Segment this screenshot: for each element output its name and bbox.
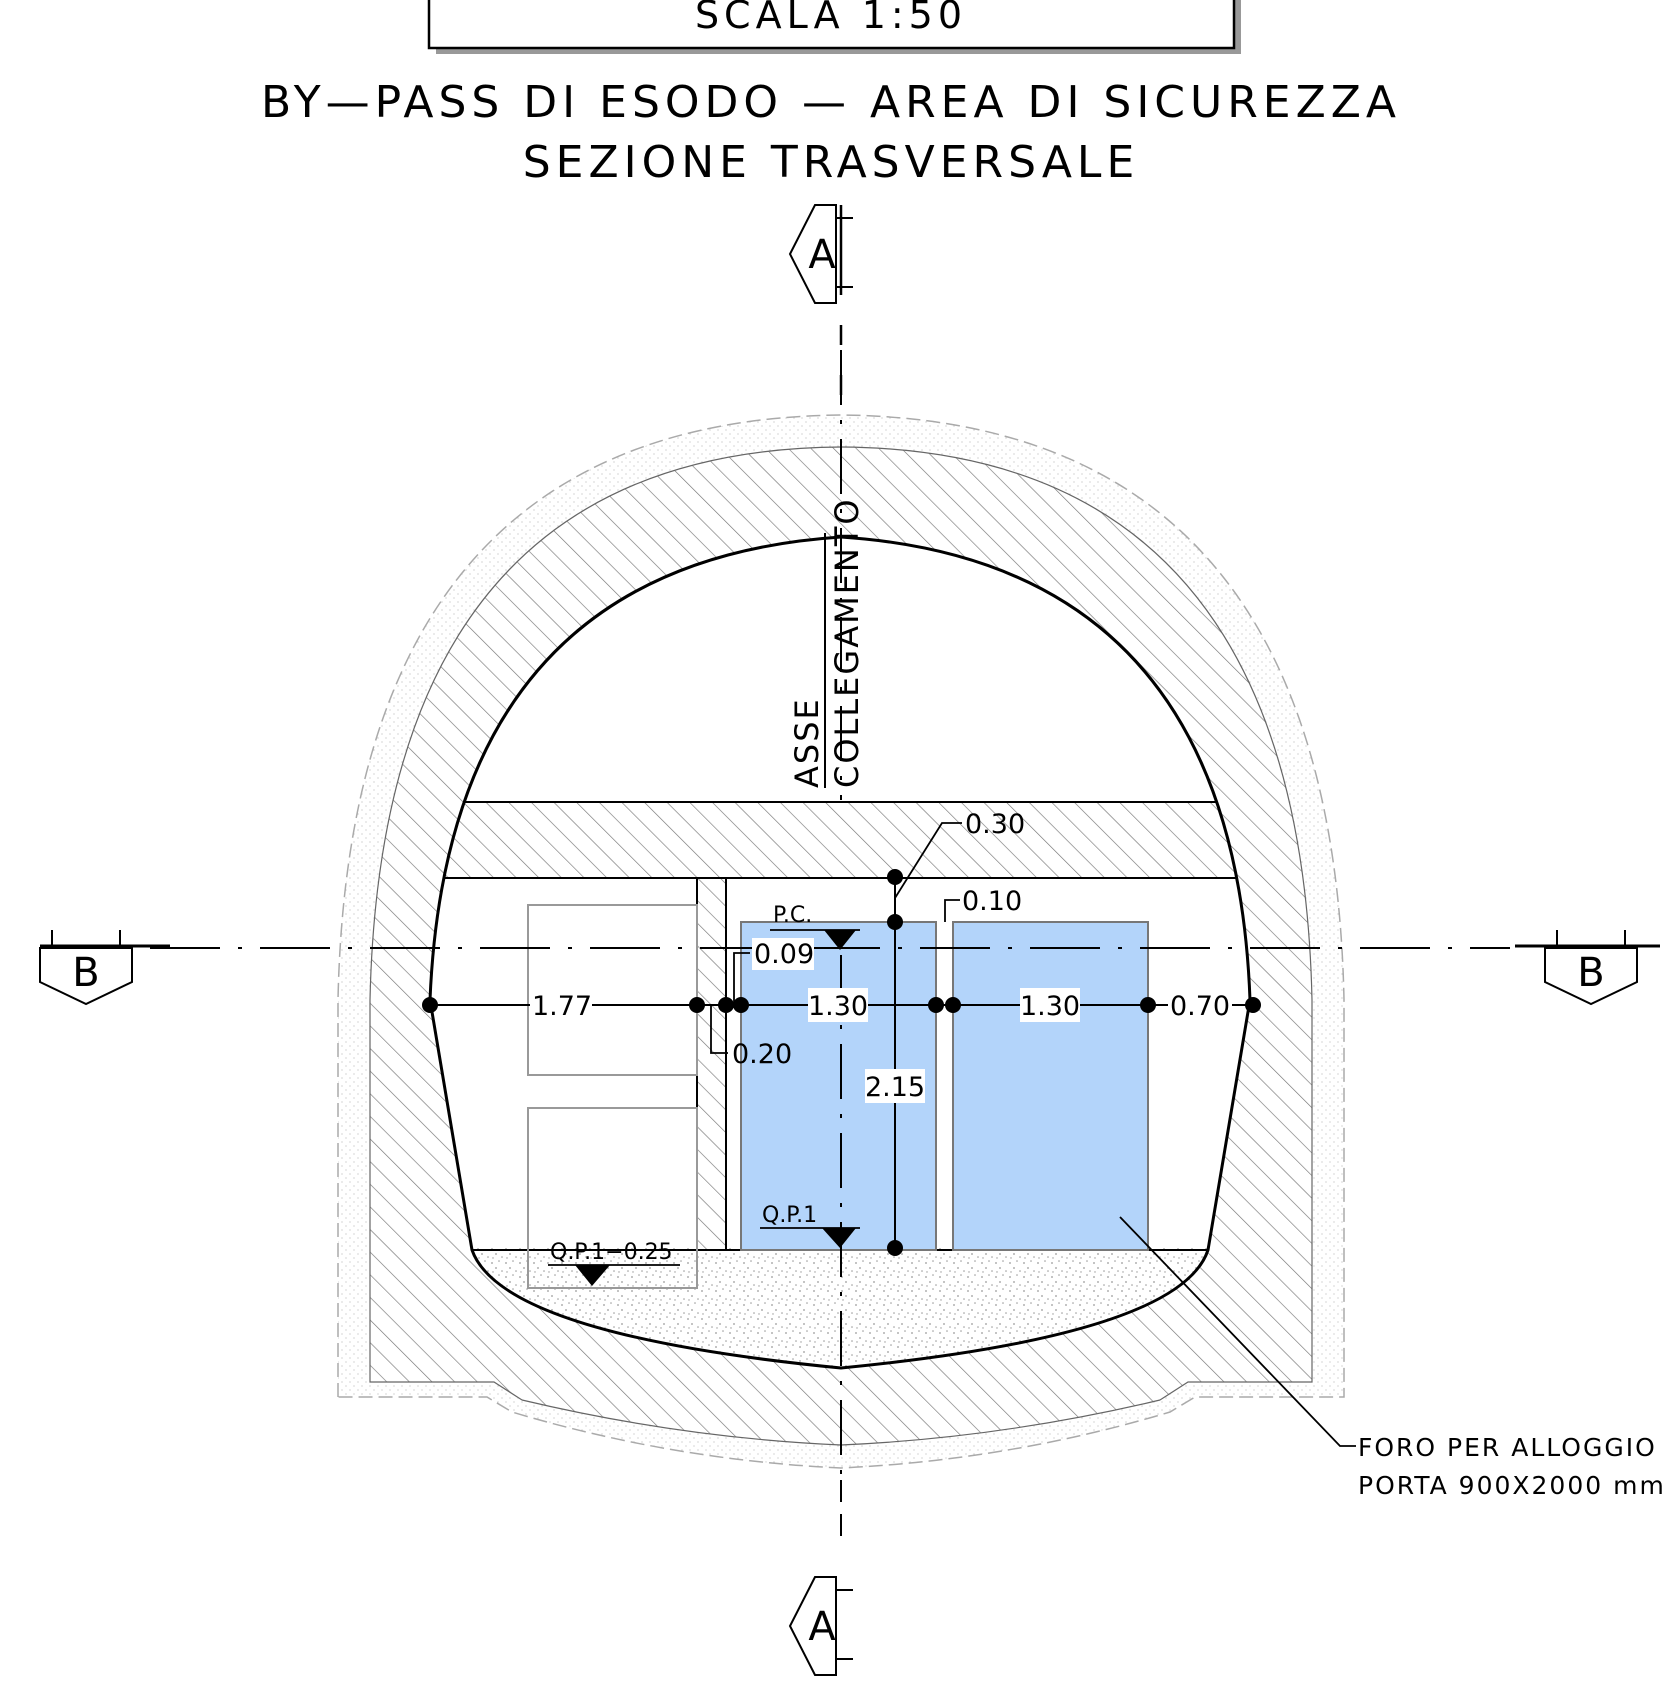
- level-pc-label: P.C.: [773, 903, 812, 928]
- section-marker-b-left: B: [39, 930, 170, 1006]
- dim-0-30: 0.30: [965, 809, 1025, 840]
- section-marker-a-bottom: A: [788, 1576, 853, 1676]
- dim-2-15: 2.15: [865, 1072, 925, 1103]
- dim-0-09: 0.09: [754, 939, 814, 970]
- tunnel-intrados: [428, 535, 1252, 1370]
- ceiling-slab: [430, 801, 1250, 879]
- level-marker-qp1-minus: Q.P.1−0.25: [548, 1240, 680, 1286]
- door-note-leader: [1119, 1216, 1356, 1447]
- section-a-bottom-letter: A: [808, 1604, 836, 1650]
- dim-0-70: 0.70: [1170, 991, 1230, 1022]
- dim-0-10: 0.10: [962, 886, 1022, 917]
- level-marker-pc: P.C.: [770, 903, 860, 950]
- partition-wall: [696, 877, 727, 1251]
- door-note-line2: PORTA 900X2000 mm: [1358, 1471, 1663, 1500]
- cabinet-upper: [527, 904, 698, 1076]
- section-marker-a-top: A: [788, 204, 853, 304]
- door-opening-right: [952, 921, 1149, 1251]
- section-a-top-letter: A: [808, 232, 836, 278]
- section-marker-b-right: B: [1515, 930, 1660, 1006]
- scale-box: SCALA 1:50: [427, 0, 1241, 54]
- dim-1-30-left: 1.30: [808, 991, 868, 1022]
- axis-label-line1: ASSE: [788, 697, 826, 788]
- section-b-right-letter: B: [1577, 950, 1604, 996]
- level-qp1-minus-label: Q.P.1−0.25: [550, 1240, 673, 1265]
- dim-1-30-right: 1.30: [1020, 991, 1080, 1022]
- level-marker-qp1: Q.P.1: [760, 1203, 860, 1248]
- scale-label: SCALA 1:50: [695, 0, 967, 37]
- section-b-left-letter: B: [72, 950, 99, 996]
- drawing-title: BY—PASS DI ESODO — AREA DI SICUREZZA: [261, 77, 1401, 128]
- vertical-dimension: [887, 869, 903, 1256]
- axis-label: ASSE COLLEGAMENTO: [788, 497, 866, 788]
- dim-0-20: 0.20: [732, 1039, 792, 1070]
- dim-1-77: 1.77: [532, 991, 592, 1022]
- door-note-line1: FORO PER ALLOGGIO: [1358, 1433, 1657, 1462]
- cabinet-lower: [527, 1107, 698, 1289]
- axis-label-line2: COLLEGAMENTO: [828, 497, 866, 788]
- drawing-subtitle: SEZIONE TRASVERSALE: [523, 137, 1140, 188]
- level-qp1-label: Q.P.1: [762, 1203, 817, 1228]
